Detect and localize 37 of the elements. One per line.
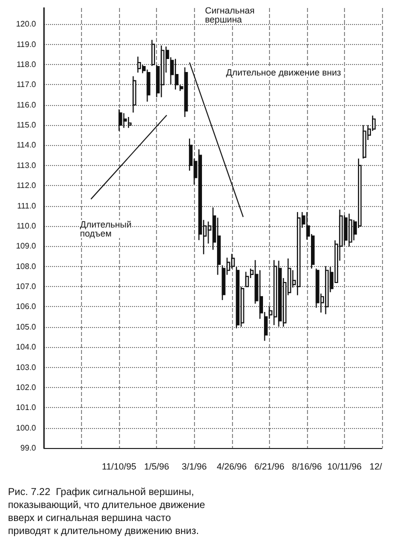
x-tick-label: 8/16/96	[292, 462, 322, 472]
text: Рис. 7.22 График сигнальной вершины, показывающий, что длительное движение вверх и сигнальная вершина часто приводят к длительному движению вниз.	[8, 487, 208, 537]
candlestick	[128, 116, 132, 128]
y-tick-label: 116.0	[16, 100, 37, 110]
x-tick-label: 10/11/96	[327, 462, 362, 472]
y-tick-label: 105.0	[16, 322, 37, 332]
x-tick-label: 3/1/96	[182, 462, 207, 472]
y-tick-label: 118.0	[16, 60, 37, 70]
y-tick-label: 117.0	[16, 80, 37, 90]
y-tick-label: 106.0	[16, 302, 37, 312]
y-tick-label: 112.0	[16, 181, 37, 190]
x-tick-label: 11/10/95	[102, 462, 136, 472]
y-tick-label: 115.0	[16, 120, 37, 130]
y-tick-label: 103.0	[16, 362, 37, 372]
y-tick-label: 120.0	[16, 20, 37, 29]
candlestick	[151, 39, 156, 66]
y-tick-label: 119.0	[16, 40, 37, 49]
x-tick-label: 1/5/96	[144, 462, 170, 472]
y-tick-label: 102.0	[16, 382, 37, 392]
y-tick-label: 113.0	[16, 160, 37, 170]
annotation: Сигнальная вершина	[205, 6, 255, 24]
x-tick-label: 4/26/96	[216, 462, 247, 472]
y-tick-label: 101.0	[16, 403, 37, 412]
y-tick-label: 114.0	[16, 140, 37, 150]
x-tick-label: 6/21/96	[254, 462, 284, 472]
y-tick-label: 110.0	[16, 221, 37, 230]
annotation: Длительное движение вниз	[226, 68, 342, 78]
y-tick-label: 100.0	[16, 423, 37, 432]
y-tick-label: 108.0	[16, 262, 37, 271]
y-tick-label: 104.0	[16, 342, 37, 352]
y-tick-label: 109.0	[16, 242, 37, 251]
candlestick	[245, 271, 249, 288]
x-tick-label: 12/	[369, 462, 382, 472]
y-tick-label: 111.0	[17, 201, 37, 210]
annotation: Длительный подъем	[80, 220, 132, 238]
y-tick-label: 99.0	[20, 444, 37, 452]
y-tick-label: 107.0	[16, 282, 37, 292]
